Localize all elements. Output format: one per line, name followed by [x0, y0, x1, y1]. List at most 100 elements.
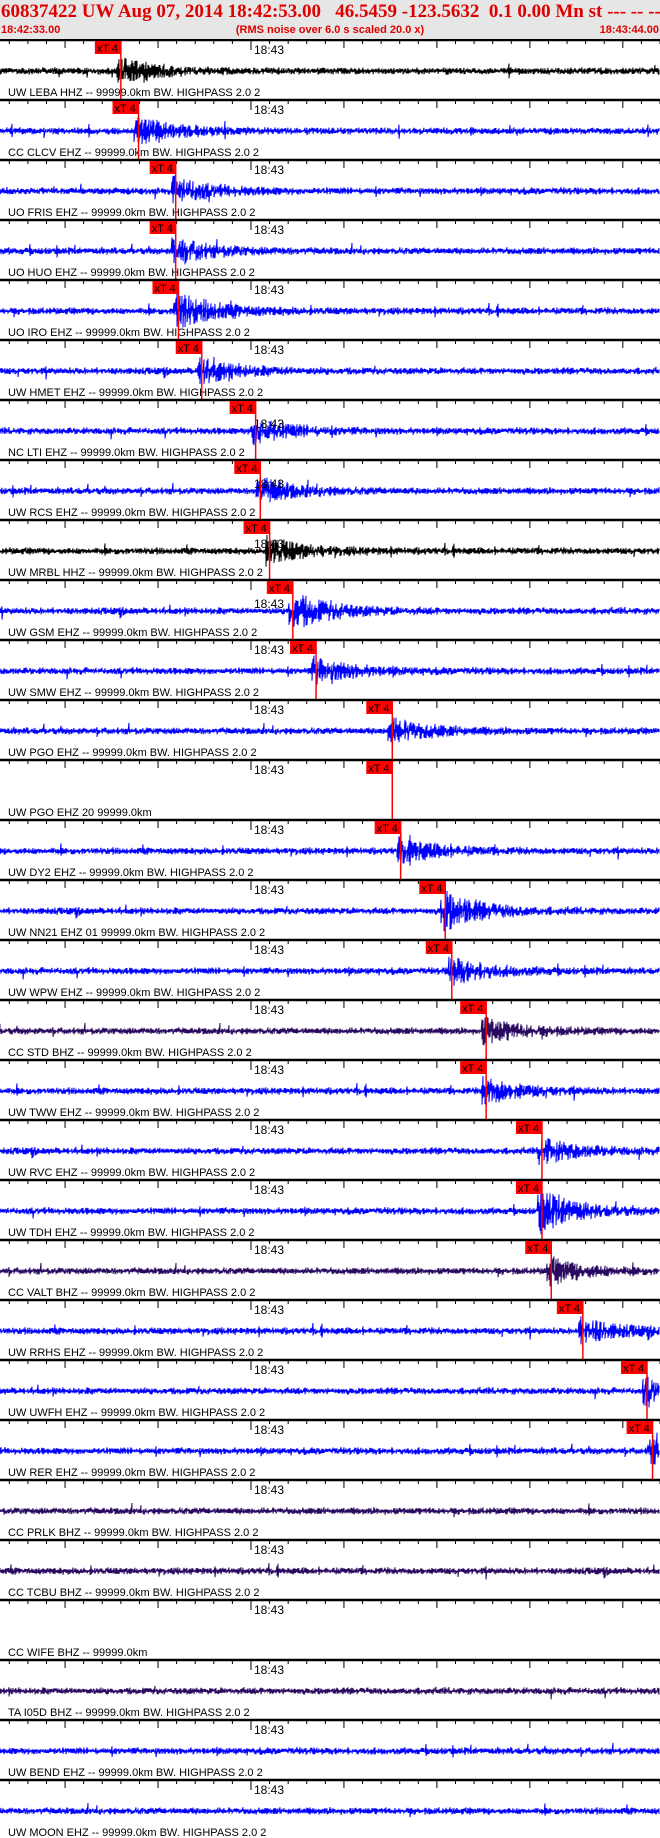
pick-flag [419, 881, 446, 894]
time-label: 18:43 [254, 103, 284, 117]
time-label: 18:43 [254, 1063, 284, 1077]
time-label: 18:43 [254, 1423, 284, 1437]
pick-label: xT 4 [154, 283, 175, 295]
time-label: 18:43 [254, 343, 284, 357]
station-label: UW LEBA HHZ -- 99999.0km BW. HIGHPASS 2.… [8, 87, 260, 99]
pick-label: xT 4 [518, 1183, 539, 1195]
pick-flag [266, 581, 293, 594]
pick-label: xT 4 [178, 343, 199, 355]
pick-flag [366, 701, 393, 714]
waveform-trace [0, 595, 660, 629]
time-label: 18:43 [254, 823, 284, 837]
station-label: UW GSM EHZ -- 99999.0km BW. HIGHPASS 2.0… [8, 627, 257, 639]
time-label: 18:43 [254, 163, 284, 177]
pick-flag [525, 1241, 552, 1254]
station-label: UW RRHS EHZ -- 99999.0km BW. HIGHPASS 2.… [8, 1347, 263, 1359]
event-title: 60837422 UW Aug 07, 2014 18:42:53.00 46.… [1, 1, 660, 22]
waveform-trace [0, 534, 660, 567]
waveform-trace [0, 477, 660, 503]
station-label: TA I05D BHZ -- 99999.0km BW. HIGHPASS 2.… [8, 1707, 250, 1719]
station-label: UW RCS EHZ -- 99999.0km BW. HIGHPASS 2.0… [8, 507, 255, 519]
station-label: UW PGO EHZ -- 99999.0km BW. HIGHPASS 2.0… [8, 747, 257, 759]
station-label: UW TDH EHZ -- 99999.0km BW. HIGHPASS 2.0… [8, 1227, 255, 1239]
pick-flag [374, 821, 401, 834]
scale-note: (RMS noise over 6.0 s scaled 20.0 x) [235, 24, 425, 36]
pick-label: xT 4 [97, 43, 118, 55]
station-label: CC STD BHZ -- 99999.0km BW. HIGHPASS 2.0… [8, 1047, 252, 1059]
station-label: UW MOON EHZ -- 99999.0km BW. HIGHPASS 2.… [8, 1827, 266, 1838]
seismogram-plot: 18:43 UW LEBA HHZ -- 99999.0km BW. HIGHPA… [0, 39, 660, 1838]
station-label: UW UWFH EHZ -- 99999.0km BW. HIGHPASS 2.… [8, 1407, 265, 1419]
time-label: 18:43 [254, 1543, 284, 1557]
pick-label: xT 4 [377, 823, 398, 835]
waveform-trace [0, 293, 660, 328]
waveform-trace [0, 1189, 660, 1235]
station-label: UW WPW EHZ -- 99999.0km BW. HIGHPASS 2.0… [8, 987, 260, 999]
station-label: CC TCBU BHZ -- 99999.0km BW. HIGHPASS 2.… [8, 1587, 259, 1599]
time-label: 18:43 [254, 1663, 284, 1677]
end-time: 18:43:44.00 [599, 24, 659, 36]
pick-flag [515, 1121, 542, 1134]
time-label: 18:43 [254, 1363, 284, 1377]
waveform-trace [0, 655, 660, 685]
waveform-trace [0, 1256, 660, 1287]
station-label: UO IRO EHZ -- 99999.0km BW. HIGHPASS 2.0… [8, 327, 250, 339]
waveform-trace [0, 831, 660, 866]
station-label: NC LTI EHZ -- 99999.0km BW. HIGHPASS 2.0… [8, 447, 245, 459]
pick-flag [234, 461, 261, 474]
pick-flag [175, 341, 202, 354]
pick-flag [425, 941, 452, 954]
station-label: UW MRBL HHZ -- 99999.0km BW. HIGHPASS 2.… [8, 567, 263, 579]
pick-flag [149, 161, 176, 174]
start-time: 18:42:33.00 [1, 24, 61, 36]
pick-label: xT 4 [629, 1423, 650, 1435]
waveform-trace [0, 956, 660, 986]
time-label: 18:43 [254, 703, 284, 717]
station-label: UW NN21 EHZ 01 99999.0km BW. HIGHPASS 2.… [8, 927, 265, 939]
time-label: 18:43 [254, 417, 284, 431]
time-label: 18:43 [254, 477, 284, 491]
time-label: 18:43 [254, 1603, 284, 1617]
waveform-trace [0, 1137, 660, 1166]
pick-flag [149, 221, 176, 234]
time-label: 18:43 [254, 1783, 284, 1797]
pick-flag [112, 101, 139, 114]
waveform-trace [0, 57, 660, 83]
time-label: 18:43 [254, 1123, 284, 1137]
station-label: UW SMW EHZ -- 99999.0km BW. HIGHPASS 2.0… [8, 687, 259, 699]
time-label: 18:43 [254, 283, 284, 297]
time-label: 18:43 [254, 763, 284, 777]
time-label: 18:43 [254, 1003, 284, 1017]
time-label: 18:43 [254, 43, 284, 57]
pick-label: xT 4 [269, 583, 290, 595]
time-label: 18:43 [254, 1183, 284, 1197]
pick-label: xT 4 [428, 943, 449, 955]
time-label: 18:43 [254, 1723, 284, 1737]
waveform-trace [0, 1562, 660, 1580]
station-label: UW DY2 EHZ -- 99999.0km BW. HIGHPASS 2.0… [8, 867, 254, 879]
waveform-trace [0, 1685, 660, 1700]
pick-flag [626, 1421, 653, 1434]
time-label: 18:43 [254, 1303, 284, 1317]
waveform-trace [0, 1802, 660, 1818]
waveform-trace [0, 175, 660, 204]
pick-label: xT 4 [152, 223, 173, 235]
waveform-trace [0, 1075, 660, 1105]
pick-label: xT 4 [115, 103, 136, 115]
pick-flag [290, 641, 317, 654]
waveform-trace [0, 1432, 660, 1466]
waveform-trace [0, 420, 660, 446]
pick-label: xT 4 [518, 1123, 539, 1135]
pick-flag [515, 1181, 542, 1194]
pick-flag [229, 401, 256, 414]
station-label: UW HMET EHZ -- 99999.0km BW. HIGHPASS 2.… [8, 387, 263, 399]
station-label: CC PRLK BHZ -- 99999.0km BW. HIGHPASS 2.… [8, 1527, 258, 1539]
waveform-trace [0, 1376, 660, 1408]
time-label: 18:43 [254, 1483, 284, 1497]
time-label: 18:43 [254, 943, 284, 957]
pick-label: xT 4 [623, 1363, 644, 1375]
time-label: 18:43 [254, 1243, 284, 1257]
pick-label: xT 4 [152, 163, 173, 175]
pick-flag [460, 1001, 487, 1014]
pick-label: xT 4 [527, 1243, 548, 1255]
